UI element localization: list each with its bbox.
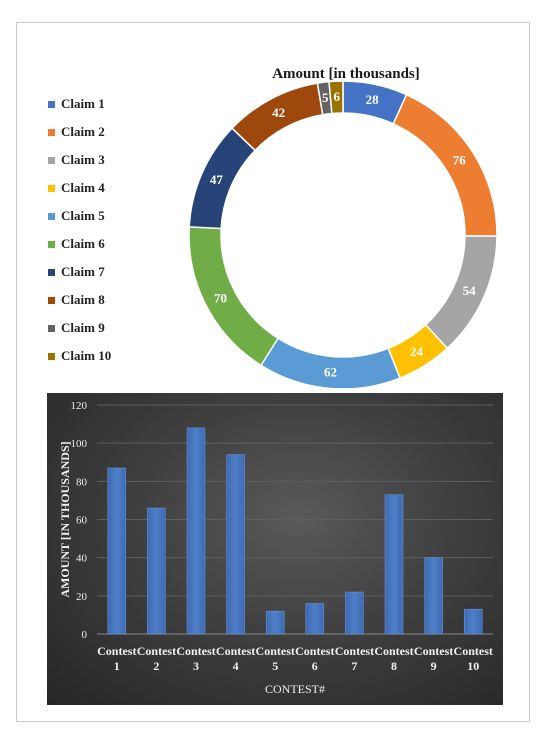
bar-chart-panel: 0 20 40 60 80 100 120 Contest 1 Contest 2 Contest 3 C… bbox=[47, 393, 503, 705]
y-tick-label: 120 bbox=[71, 400, 88, 412]
bar-contest-2 bbox=[147, 507, 166, 635]
legend-item-claim-1: Claim 1 bbox=[48, 90, 111, 118]
figure-frame bbox=[16, 22, 530, 722]
legend-label: Claim 5 bbox=[61, 208, 105, 223]
donut-data-label-3: 54 bbox=[463, 283, 477, 298]
x-tick-label: 9 bbox=[431, 659, 437, 673]
donut-chart: 28 76 54 24 62 70 47 42 5 6 bbox=[188, 80, 498, 388]
x-tick-label: Contest bbox=[256, 644, 295, 658]
x-tick-label: 2 bbox=[153, 659, 159, 673]
x-tick-label: Contest bbox=[97, 644, 136, 658]
x-tick-label: Contest bbox=[374, 644, 413, 658]
donut-chart-panel: 28 76 54 24 62 70 47 42 5 6 Amount [in thousands]… bbox=[40, 58, 510, 388]
y-axis-title: AMOUNT [IN THOUSANDS] bbox=[58, 441, 72, 597]
y-tick-label: 80 bbox=[76, 476, 88, 488]
legend-label: Claim 4 bbox=[61, 180, 105, 195]
legend-item-claim-3: Claim 3 bbox=[48, 146, 111, 174]
donut-slice-5 bbox=[259, 337, 402, 388]
x-tick-label: Contest bbox=[414, 644, 453, 658]
x-tick-label: 3 bbox=[193, 659, 199, 673]
bar-contest-3 bbox=[186, 427, 206, 635]
y-tick-label: 0 bbox=[82, 629, 88, 641]
x-tick-label: 6 bbox=[312, 659, 318, 673]
legend-swatch bbox=[48, 128, 55, 136]
legend-label: Claim 3 bbox=[61, 152, 105, 167]
legend-label: Claim 7 bbox=[61, 264, 105, 279]
legend-swatch bbox=[48, 352, 55, 360]
donut-slice-10 bbox=[328, 80, 344, 115]
x-tick-label: Contest bbox=[137, 644, 176, 658]
x-tick-label: Contest bbox=[216, 644, 255, 658]
legend-swatch bbox=[48, 296, 55, 304]
y-tick-label: 40 bbox=[76, 553, 88, 565]
x-tick-label: Contest bbox=[454, 644, 493, 658]
legend-item-claim-7: Claim 7 bbox=[48, 258, 111, 286]
x-tick-label: 8 bbox=[391, 659, 397, 673]
legend-label: Claim 9 bbox=[61, 320, 105, 335]
donut-data-label-5: 62 bbox=[324, 364, 337, 379]
legend-label: Claim 8 bbox=[61, 292, 105, 307]
bar-contest-9 bbox=[424, 557, 443, 635]
legend-swatch bbox=[48, 100, 55, 108]
x-tick-label: Contest bbox=[335, 644, 374, 658]
donut-slice-6 bbox=[188, 226, 280, 367]
donut-data-label-1: 28 bbox=[366, 92, 380, 107]
x-tick-label: 10 bbox=[467, 659, 479, 673]
x-tick-label: 7 bbox=[351, 659, 357, 673]
donut-data-label-2: 76 bbox=[453, 153, 467, 168]
bar-contest-4 bbox=[226, 454, 245, 635]
donut-data-label-9: 5 bbox=[322, 90, 329, 105]
legend-swatch bbox=[48, 324, 55, 332]
legend-item-claim-9: Claim 9 bbox=[48, 314, 111, 342]
y-tick-label: 100 bbox=[71, 438, 88, 450]
x-axis-title: CONTEST# bbox=[265, 682, 325, 696]
bar-chart: 020406080100120Contest1Contest2Contest3C… bbox=[58, 400, 493, 696]
y-tick-label: 20 bbox=[76, 591, 88, 603]
legend-item-claim-4: Claim 4 bbox=[48, 174, 111, 202]
donut-legend: Claim 1 Claim 2 Claim 3 Claim 4 Claim 5 Claim… bbox=[48, 90, 111, 370]
donut-data-label-6: 70 bbox=[214, 290, 227, 305]
x-tick-label: 4 bbox=[233, 659, 239, 673]
legend-label: Claim 1 bbox=[61, 96, 105, 111]
x-tick-label: 1 bbox=[114, 659, 120, 673]
donut-chart-title: Amount [in thousands] bbox=[272, 66, 420, 82]
donut-data-label-8: 42 bbox=[272, 105, 285, 120]
legend-label: Claim 6 bbox=[61, 236, 105, 251]
legend-item-claim-2: Claim 2 bbox=[48, 118, 111, 146]
bar-contest-1 bbox=[107, 467, 127, 635]
x-tick-label: Contest bbox=[176, 644, 215, 658]
bar-contest-6 bbox=[305, 603, 325, 635]
y-tick-label: 60 bbox=[76, 515, 88, 527]
legend-label: Claim 2 bbox=[61, 124, 105, 139]
donut-slice-3 bbox=[424, 235, 498, 350]
bar-contest-10 bbox=[463, 608, 483, 635]
legend-item-claim-10: Claim 10 bbox=[48, 342, 111, 370]
bar-contest-7 bbox=[345, 591, 364, 635]
legend-swatch bbox=[48, 156, 55, 164]
legend-swatch bbox=[48, 268, 55, 276]
legend-swatch bbox=[48, 212, 55, 220]
legend-label: Claim 10 bbox=[61, 348, 112, 363]
legend-item-claim-6: Claim 6 bbox=[48, 230, 111, 258]
bar-contest-5 bbox=[265, 610, 285, 635]
donut-data-label-7: 47 bbox=[210, 172, 224, 187]
legend-item-claim-8: Claim 8 bbox=[48, 286, 111, 314]
x-tick-label: 5 bbox=[272, 659, 278, 673]
legend-swatch bbox=[48, 184, 55, 192]
x-tick-label: Contest bbox=[295, 644, 334, 658]
legend-swatch bbox=[48, 240, 55, 248]
legend-item-claim-5: Claim 5 bbox=[48, 202, 111, 230]
donut-data-label-10: 6 bbox=[333, 89, 340, 104]
bar-contest-8 bbox=[384, 494, 404, 635]
donut-data-label-4: 24 bbox=[410, 344, 424, 359]
donut-slice-2 bbox=[392, 93, 498, 237]
